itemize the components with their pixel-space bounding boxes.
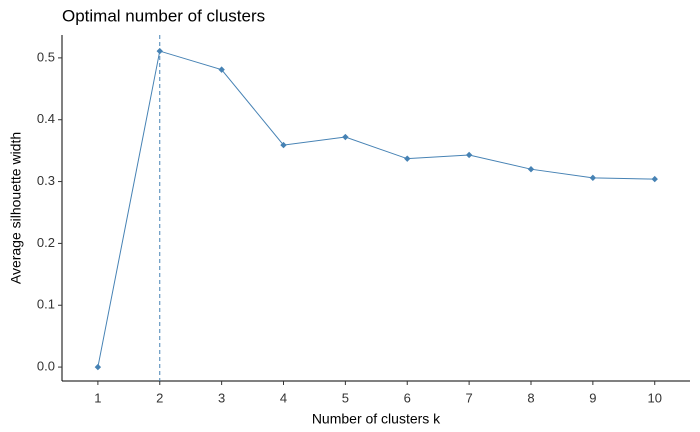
- x-tick-label: 6: [404, 390, 411, 405]
- point: [404, 155, 411, 162]
- y-tick-label: 0.1: [37, 297, 55, 312]
- y-axis-title: Average silhouette width: [8, 132, 24, 284]
- point: [527, 165, 535, 173]
- x-axis-title: Number of clusters k: [312, 411, 441, 427]
- chart-title: Optimal number of clusters: [62, 6, 265, 25]
- y-tick-label: 0.5: [37, 49, 55, 64]
- line: [97, 50, 655, 368]
- point: [589, 174, 597, 182]
- point: [465, 151, 473, 159]
- x-tick-label: 5: [342, 390, 349, 405]
- x-tick-label: 10: [647, 390, 661, 405]
- point: [342, 133, 349, 141]
- x-tick-label: 3: [218, 390, 225, 405]
- point: [94, 363, 102, 371]
- y-tick-label: 0.0: [37, 359, 55, 374]
- x-tick-label: 9: [589, 390, 596, 405]
- point: [280, 141, 287, 149]
- y-tick-label: 0.2: [37, 235, 55, 250]
- point: [156, 47, 163, 55]
- y-tick-label: 0.4: [37, 111, 55, 126]
- x-tick-label: 2: [156, 390, 163, 405]
- x-tick-label: 1: [94, 390, 101, 405]
- y-tick-label: 0.3: [37, 173, 55, 188]
- x-tick-label: 4: [280, 390, 287, 405]
- x-tick-label: 7: [466, 390, 473, 405]
- point: [218, 66, 225, 73]
- point: [651, 175, 658, 183]
- x-tick-label: 8: [527, 390, 534, 405]
